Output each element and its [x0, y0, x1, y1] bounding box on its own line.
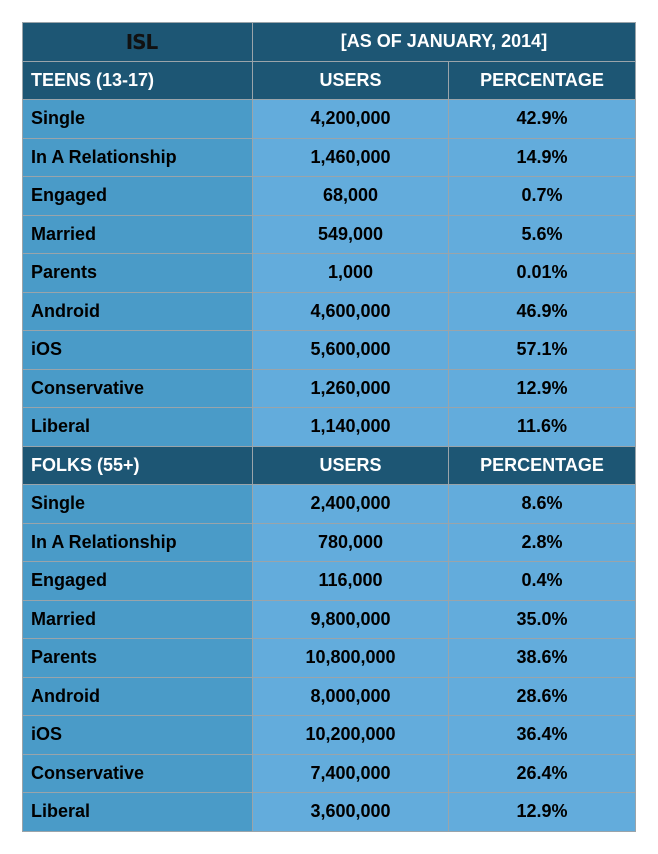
percentage-cell: 38.6% [448, 638, 636, 678]
table-row: Conservative 1,260,000 12.9% [22, 368, 636, 408]
users-cell: 1,460,000 [252, 137, 449, 177]
users-cell: 4,200,000 [252, 99, 449, 139]
users-cell: 8,000,000 [252, 676, 449, 716]
category-cell: Liberal [22, 407, 253, 447]
table-row: iOS 10,200,000 36.4% [22, 715, 636, 755]
users-cell: 116,000 [252, 561, 449, 601]
users-cell: 10,800,000 [252, 638, 449, 678]
table-row: Parents 10,800,000 38.6% [22, 638, 636, 678]
section-title: TEENS (13-17) [22, 60, 253, 100]
category-cell: Conservative [22, 753, 253, 793]
table-row: iOS 5,600,000 57.1% [22, 330, 636, 370]
isl-logo: ISL [125, 29, 159, 54]
section-header: TEENS (13-17) USERS PERCENTAGE [22, 60, 636, 100]
percentage-cell: 42.9% [448, 99, 636, 139]
table-row: Single 4,200,000 42.9% [22, 99, 636, 139]
users-cell: 1,000 [252, 253, 449, 293]
percentage-cell: 8.6% [448, 484, 636, 524]
table-row: Conservative 7,400,000 26.4% [22, 753, 636, 793]
category-cell: Engaged [22, 561, 253, 601]
category-cell: Parents [22, 253, 253, 293]
category-cell: Parents [22, 638, 253, 678]
table-row: Married 549,000 5.6% [22, 214, 636, 254]
category-cell: Android [22, 676, 253, 716]
percentage-cell: 0.01% [448, 253, 636, 293]
users-cell: 3,600,000 [252, 792, 449, 832]
percentage-cell: 14.9% [448, 137, 636, 177]
category-cell: In A Relationship [22, 522, 253, 562]
table-row: Liberal 3,600,000 12.9% [22, 792, 636, 832]
table-row: Engaged 68,000 0.7% [22, 176, 636, 216]
users-cell: 1,140,000 [252, 407, 449, 447]
table-row: Parents 1,000 0.01% [22, 253, 636, 293]
title-row: ISL [AS OF JANUARY, 2014] [22, 22, 636, 62]
table-row: Married 9,800,000 35.0% [22, 599, 636, 639]
category-cell: Married [22, 599, 253, 639]
percentage-cell: 12.9% [448, 792, 636, 832]
table-row: Engaged 116,000 0.4% [22, 561, 636, 601]
percentage-cell: 0.7% [448, 176, 636, 216]
users-cell: 1,260,000 [252, 368, 449, 408]
users-cell: 2,400,000 [252, 484, 449, 524]
users-cell: 10,200,000 [252, 715, 449, 755]
percentage-cell: 35.0% [448, 599, 636, 639]
category-cell: iOS [22, 715, 253, 755]
percentage-cell: 57.1% [448, 330, 636, 370]
table-row: Single 2,400,000 8.6% [22, 484, 636, 524]
category-cell: In A Relationship [22, 137, 253, 177]
users-cell: 4,600,000 [252, 291, 449, 331]
percentage-cell: 26.4% [448, 753, 636, 793]
date-header: [AS OF JANUARY, 2014] [252, 22, 636, 62]
users-column-header: USERS [252, 60, 449, 100]
users-cell: 7,400,000 [252, 753, 449, 793]
table-row: Android 8,000,000 28.6% [22, 676, 636, 716]
percentage-cell: 5.6% [448, 214, 636, 254]
percentage-cell: 46.9% [448, 291, 636, 331]
percentage-cell: 2.8% [448, 522, 636, 562]
category-cell: iOS [22, 330, 253, 370]
category-cell: Single [22, 99, 253, 139]
users-cell: 5,600,000 [252, 330, 449, 370]
users-column-header: USERS [252, 445, 449, 485]
category-cell: Android [22, 291, 253, 331]
users-cell: 9,800,000 [252, 599, 449, 639]
table-row: Android 4,600,000 46.9% [22, 291, 636, 331]
table-row: In A Relationship 1,460,000 14.9% [22, 137, 636, 177]
category-cell: Liberal [22, 792, 253, 832]
users-cell: 549,000 [252, 214, 449, 254]
percentage-column-header: PERCENTAGE [448, 445, 636, 485]
category-cell: Single [22, 484, 253, 524]
percentage-cell: 11.6% [448, 407, 636, 447]
category-cell: Conservative [22, 368, 253, 408]
percentage-column-header: PERCENTAGE [448, 60, 636, 100]
section-title: FOLKS (55+) [22, 445, 253, 485]
table-row: In A Relationship 780,000 2.8% [22, 522, 636, 562]
section-header: FOLKS (55+) USERS PERCENTAGE [22, 445, 636, 485]
table-row: Liberal 1,140,000 11.6% [22, 407, 636, 447]
percentage-cell: 12.9% [448, 368, 636, 408]
percentage-cell: 36.4% [448, 715, 636, 755]
percentage-cell: 28.6% [448, 676, 636, 716]
percentage-cell: 0.4% [448, 561, 636, 601]
users-cell: 780,000 [252, 522, 449, 562]
users-cell: 68,000 [252, 176, 449, 216]
logo-cell: ISL [22, 22, 253, 62]
category-cell: Engaged [22, 176, 253, 216]
category-cell: Married [22, 214, 253, 254]
stats-table: ISL [AS OF JANUARY, 2014] TEENS (13-17) U… [22, 22, 636, 832]
